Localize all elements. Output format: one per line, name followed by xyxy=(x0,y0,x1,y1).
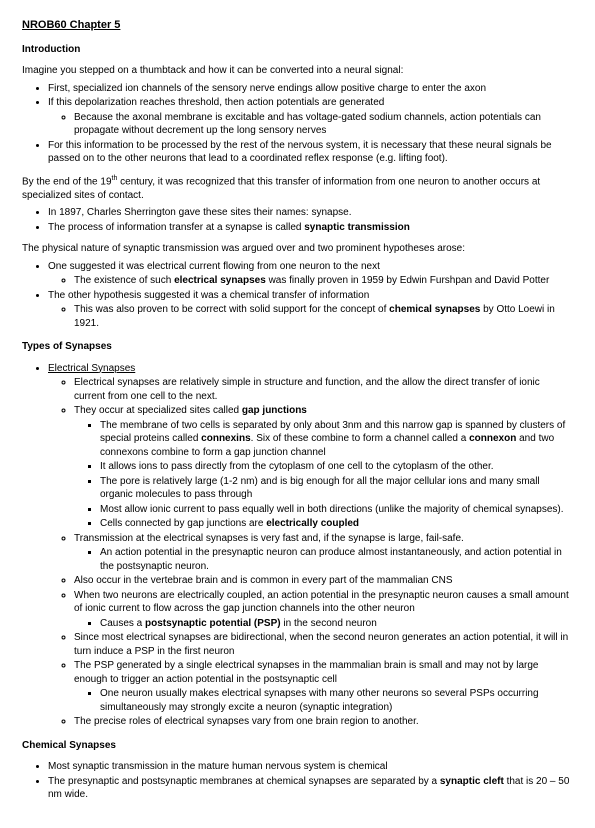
hypothesis-bullet: One suggested it was electrical current … xyxy=(48,260,573,288)
hypothesis-sub-bullet: This was also proven to be correct with … xyxy=(74,303,573,330)
es-sub-bullet: Cells connected by gap junctions are ele… xyxy=(100,517,573,531)
intro-bullet: For this information to be processed by … xyxy=(48,139,573,166)
intro-paragraph-2: By the end of the 19th century, it was r… xyxy=(22,174,573,202)
intro-bullet: If this depolarization reaches threshold… xyxy=(48,96,573,138)
intro-paragraph-1: Imagine you stepped on a thumbtack and h… xyxy=(22,64,573,78)
section-chemical-synapses: Chemical Synapses xyxy=(22,739,573,753)
section-types: Types of Synapses xyxy=(22,340,573,354)
intro-bullet: The process of information transfer at a… xyxy=(48,221,573,235)
hypothesis-bullet: The other hypothesis suggested it was a … xyxy=(48,289,573,331)
es-bullet: Since most electrical synapses are bidir… xyxy=(74,631,573,658)
es-bullet: Electrical synapses are relatively simpl… xyxy=(74,376,573,403)
es-sub-bullet: Causes a postsynaptic potential (PSP) in… xyxy=(100,617,573,631)
es-bullet: They occur at specialized sites called g… xyxy=(74,404,573,531)
es-bullet: The PSP generated by a single electrical… xyxy=(74,659,573,714)
page-title: NROB60 Chapter 5 xyxy=(22,18,573,33)
es-bullet: Also occur in the vertebrae brain and is… xyxy=(74,574,573,588)
es-sub-bullet: The pore is relatively large (1-2 nm) an… xyxy=(100,475,573,502)
section-introduction: Introduction xyxy=(22,43,573,57)
es-bullet: Transmission at the electrical synapses … xyxy=(74,532,573,574)
intro-bullet: First, specialized ion channels of the s… xyxy=(48,82,573,96)
es-sub-bullet: An action potential in the presynaptic n… xyxy=(100,546,573,573)
es-sub-bullet: It allows ions to pass directly from the… xyxy=(100,460,573,474)
es-sub-bullet: Most allow ionic current to pass equally… xyxy=(100,503,573,517)
type-electrical-synapses: Electrical Synapses Electrical synapses … xyxy=(48,362,573,729)
cs-bullet: Most synaptic transmission in the mature… xyxy=(48,760,573,774)
es-bullet: When two neurons are electrically couple… xyxy=(74,589,573,631)
intro-sub-bullet: Because the axonal membrane is excitable… xyxy=(74,111,573,138)
hypothesis-sub-bullet: The existence of such electrical synapse… xyxy=(74,274,573,288)
cs-bullet: The presynaptic and postsynaptic membran… xyxy=(48,775,573,802)
intro-paragraph-3: The physical nature of synaptic transmis… xyxy=(22,242,573,256)
es-bullet: The precise roles of electrical synapses… xyxy=(74,715,573,729)
intro-bullet: In 1897, Charles Sherrington gave these … xyxy=(48,206,573,220)
es-sub-bullet: The membrane of two cells is separated b… xyxy=(100,419,573,460)
es-sub-bullet: One neuron usually makes electrical syna… xyxy=(100,687,573,714)
